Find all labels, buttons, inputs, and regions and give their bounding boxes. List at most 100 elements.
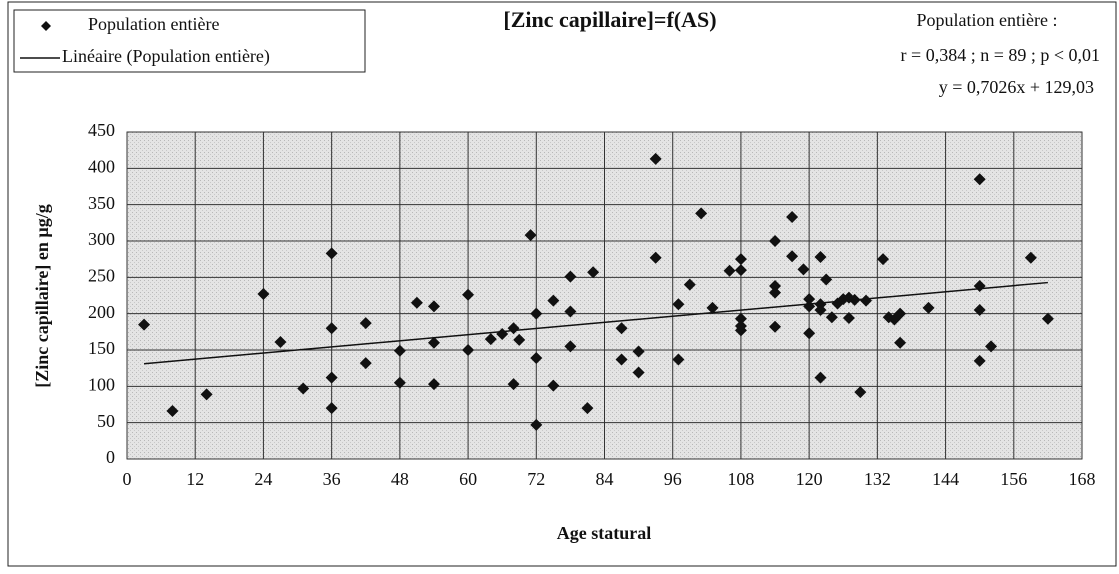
point [427, 300, 440, 313]
legend-box [13, 9, 366, 73]
point [530, 351, 543, 364]
point [564, 305, 577, 318]
point [985, 340, 998, 353]
point [734, 312, 747, 325]
point [734, 264, 747, 277]
point [581, 402, 594, 415]
legend-label: Population entière [88, 14, 219, 34]
point [632, 345, 645, 358]
x-tick-label: 144 [932, 469, 959, 489]
point [200, 388, 213, 401]
point [649, 152, 662, 165]
point [427, 378, 440, 391]
point [615, 353, 628, 366]
point [547, 294, 560, 307]
point [507, 378, 520, 391]
point [769, 320, 782, 333]
point [547, 379, 560, 392]
point [462, 344, 475, 356]
y-tick-label: 300 [88, 229, 115, 249]
point [803, 327, 816, 340]
point [706, 301, 719, 314]
point [734, 324, 747, 337]
point [922, 301, 935, 314]
legend-label: Linéaire (Population entière) [62, 46, 270, 67]
y-tick-label: 350 [88, 193, 115, 213]
point [325, 322, 338, 335]
x-tick-label: 72 [527, 469, 545, 489]
point [973, 304, 986, 317]
point [359, 357, 372, 370]
x-tick-label: 108 [727, 469, 754, 489]
x-tick-label: 24 [254, 469, 272, 489]
x-tick-label: 60 [459, 469, 477, 489]
point [786, 250, 799, 263]
point [973, 173, 986, 186]
point [393, 344, 406, 357]
point [325, 247, 338, 260]
y-tick-label: 450 [88, 120, 115, 140]
point [513, 333, 526, 346]
point [410, 296, 423, 309]
annotation: r = 0,384 ; n = 89 ; p < 0,01 [901, 45, 1100, 65]
chart-title: [Zinc capillaire]=f(AS) [503, 7, 716, 32]
point [814, 304, 827, 317]
point [734, 253, 747, 266]
point [723, 264, 736, 277]
x-tick-label: 168 [1069, 469, 1096, 489]
point [842, 312, 855, 325]
point [859, 294, 872, 307]
x-tick-label: 12 [186, 469, 204, 489]
point [274, 336, 287, 349]
point [814, 371, 827, 384]
y-tick-label: 200 [88, 302, 115, 322]
point [1041, 312, 1054, 325]
x-tick-label: 0 [123, 469, 132, 489]
point [359, 317, 372, 330]
point [530, 418, 543, 431]
point [649, 251, 662, 264]
point [462, 288, 475, 301]
y-axis-label: [Zinc capillaire] en µg/g [32, 204, 52, 388]
point [166, 405, 179, 418]
y-tick-label: 250 [88, 265, 115, 285]
point [877, 253, 890, 266]
point [1024, 251, 1037, 264]
point [672, 298, 685, 311]
point [769, 235, 782, 247]
point [786, 211, 799, 224]
y-tick-label: 150 [88, 338, 115, 358]
point [393, 376, 406, 389]
annotation: y = 0,7026x + 129,03 [939, 77, 1094, 97]
point [894, 336, 907, 349]
point [427, 336, 440, 349]
x-tick-label: 84 [596, 469, 614, 489]
y-tick-label: 0 [106, 447, 115, 467]
y-tick-label: 50 [97, 411, 115, 431]
x-axis-label: Age statural [557, 523, 651, 543]
point [683, 278, 696, 291]
trend-line [143, 281, 1048, 365]
x-tick-label: 132 [864, 469, 891, 489]
x-tick-label: 156 [1000, 469, 1027, 489]
point [524, 229, 537, 242]
point [297, 382, 310, 395]
x-tick-label: 120 [796, 469, 823, 489]
point [894, 307, 907, 320]
point [854, 386, 867, 399]
point [615, 322, 628, 335]
point [138, 318, 151, 331]
point [484, 333, 497, 346]
point [672, 353, 685, 366]
y-tick-label: 100 [88, 374, 115, 394]
point [564, 340, 577, 353]
point [820, 273, 833, 286]
point [825, 311, 838, 324]
point [814, 250, 827, 263]
point [564, 270, 577, 283]
point [769, 280, 782, 293]
x-tick-label: 96 [664, 469, 682, 489]
y-tick-label: 400 [88, 156, 115, 176]
point [257, 288, 270, 301]
